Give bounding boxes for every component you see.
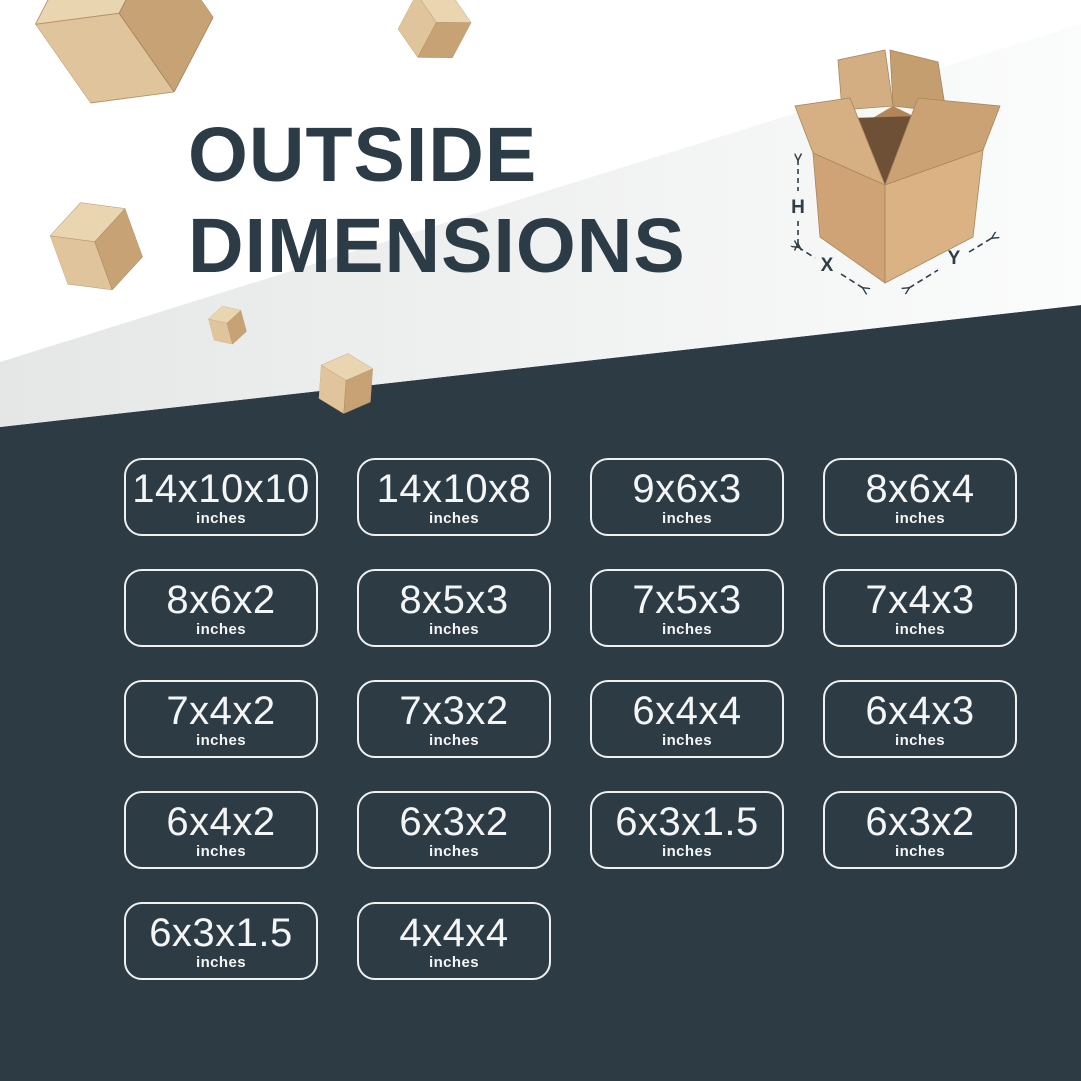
size-pill: 14x10x10 inches [124,458,318,536]
size-pill-dimensions: 14x10x10 [132,466,310,511]
size-pill-dimensions: 6x4x4 [632,688,742,733]
size-pill-unit: inches [895,510,945,528]
size-pill-dimensions: 9x6x3 [632,466,742,511]
size-pill-unit: inches [895,621,945,639]
size-pill: 8x6x4 inches [823,458,1017,536]
size-pill-dimensions: 6x3x2 [399,799,509,844]
size-pill-dimensions: 8x6x2 [166,577,276,622]
size-pill: 6x3x2 inches [823,791,1017,869]
width-arrow [798,247,863,288]
size-pill-unit: inches [895,843,945,861]
size-pill-dimensions: 4x4x4 [399,910,509,955]
size-pill: 6x4x4 inches [590,680,784,758]
size-pill: 7x4x3 inches [823,569,1017,647]
size-pill: 7x5x3 inches [590,569,784,647]
size-pill: 8x6x2 inches [124,569,318,647]
size-pill-unit: inches [429,621,479,639]
size-pill-unit: inches [662,621,712,639]
title-line-1: OUTSIDE [188,112,538,198]
size-pill-unit: inches [196,510,246,528]
box-wall-right [884,149,984,284]
size-pill: 7x4x2 inches [124,680,318,758]
size-pill: 8x5x3 inches [357,569,551,647]
size-pill-unit: inches [196,954,246,972]
size-pill: 4x4x4 inches [357,902,551,980]
size-pill-unit: inches [662,732,712,750]
size-pill-dimensions: 8x5x3 [399,577,509,622]
box-back-flap-left [837,49,894,111]
size-pill-dimensions: 7x4x2 [166,688,276,733]
size-pill-unit: inches [429,843,479,861]
size-pill-dimensions: 6x3x2 [865,799,975,844]
size-pill: 14x10x8 inches [357,458,551,536]
size-pill-dimensions: 7x4x3 [865,577,975,622]
size-pill: 7x3x2 inches [357,680,551,758]
size-pill-unit: inches [429,510,479,528]
size-pill: 6x3x1.5 inches [590,791,784,869]
title-line-2: DIMENSIONS [188,203,686,289]
size-pill: 6x4x3 inches [823,680,1017,758]
size-pill-unit: inches [662,510,712,528]
size-pill-dimensions: 6x3x1.5 [149,910,293,955]
size-grid: 14x10x10 inches 14x10x8 inches 9x6x3 inc… [124,458,1017,980]
size-pill-unit: inches [895,732,945,750]
width-label: X [821,255,834,276]
size-pill-dimensions: 8x6x4 [865,466,975,511]
depth-label: Y [948,248,961,269]
height-label: H [791,197,805,218]
size-pill: 6x4x2 inches [124,791,318,869]
size-pill: 6x3x1.5 inches [124,902,318,980]
size-pill-unit: inches [196,843,246,861]
size-pill: 9x6x3 inches [590,458,784,536]
size-pill-unit: inches [429,954,479,972]
size-pill-dimensions: 14x10x8 [376,466,532,511]
floating-box-graphic-small2 [318,346,374,415]
box-dimension-diagram: H X Y [780,49,1001,298]
size-pill-dimensions: 6x3x1.5 [615,799,759,844]
size-pill-dimensions: 7x3x2 [399,688,509,733]
size-pill-unit: inches [196,732,246,750]
size-pill-dimensions: 7x5x3 [632,577,742,622]
size-pill-unit: inches [662,843,712,861]
page-title: OUTSIDE DIMENSIONS [188,110,686,292]
size-pill-dimensions: 6x4x3 [865,688,975,733]
depth-arrow [909,238,992,288]
box-inner-shadow [850,116,920,185]
size-pill-dimensions: 6x4x2 [166,799,276,844]
size-pill: 6x3x2 inches [357,791,551,869]
size-pill-unit: inches [196,621,246,639]
size-pill-unit: inches [429,732,479,750]
